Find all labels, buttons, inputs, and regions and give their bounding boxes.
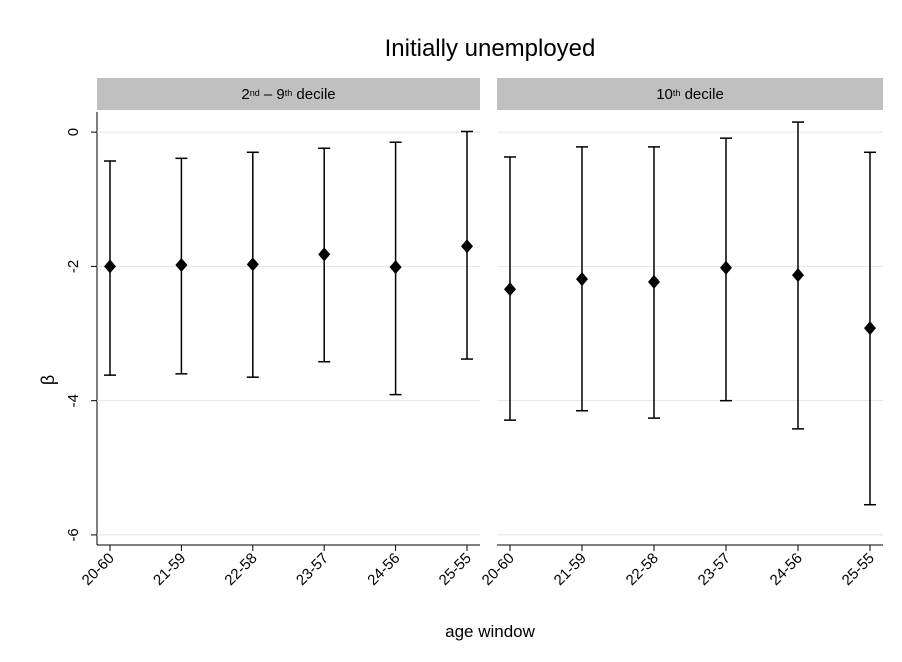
point (792, 268, 804, 283)
chart-title: Initially unemployed (385, 35, 596, 62)
panel-header-label: 2nd – 9th decile (241, 86, 335, 103)
y-tick-label: -4 (65, 394, 82, 407)
panel-header-text: decile (292, 86, 335, 103)
y-tick-label: 0 (65, 128, 82, 136)
y-axis-label: β (38, 375, 58, 385)
point (864, 321, 876, 336)
panel-header-text: nd (250, 88, 260, 98)
panel-header-text: decile (680, 86, 723, 103)
panel-header (497, 78, 883, 110)
point (576, 272, 588, 287)
point (246, 257, 259, 272)
x-axis-label: age window (445, 622, 536, 641)
point (648, 274, 660, 289)
panel-header-text: th (673, 88, 681, 98)
panel-header-text: – 9 (260, 86, 285, 103)
point (504, 282, 516, 297)
point (104, 259, 116, 274)
panel-header-text: 2 (241, 86, 249, 103)
point (389, 260, 402, 275)
panel-header-text: th (285, 88, 293, 98)
point (175, 258, 188, 273)
y-tick-label: -2 (65, 260, 82, 273)
panel-header-text: 10 (656, 86, 673, 103)
panel-header (97, 78, 480, 110)
point (720, 260, 732, 275)
y-tick-label: -6 (65, 528, 82, 541)
panel-header-label: 10th decile (656, 86, 724, 103)
point (461, 239, 473, 254)
point (318, 247, 331, 262)
